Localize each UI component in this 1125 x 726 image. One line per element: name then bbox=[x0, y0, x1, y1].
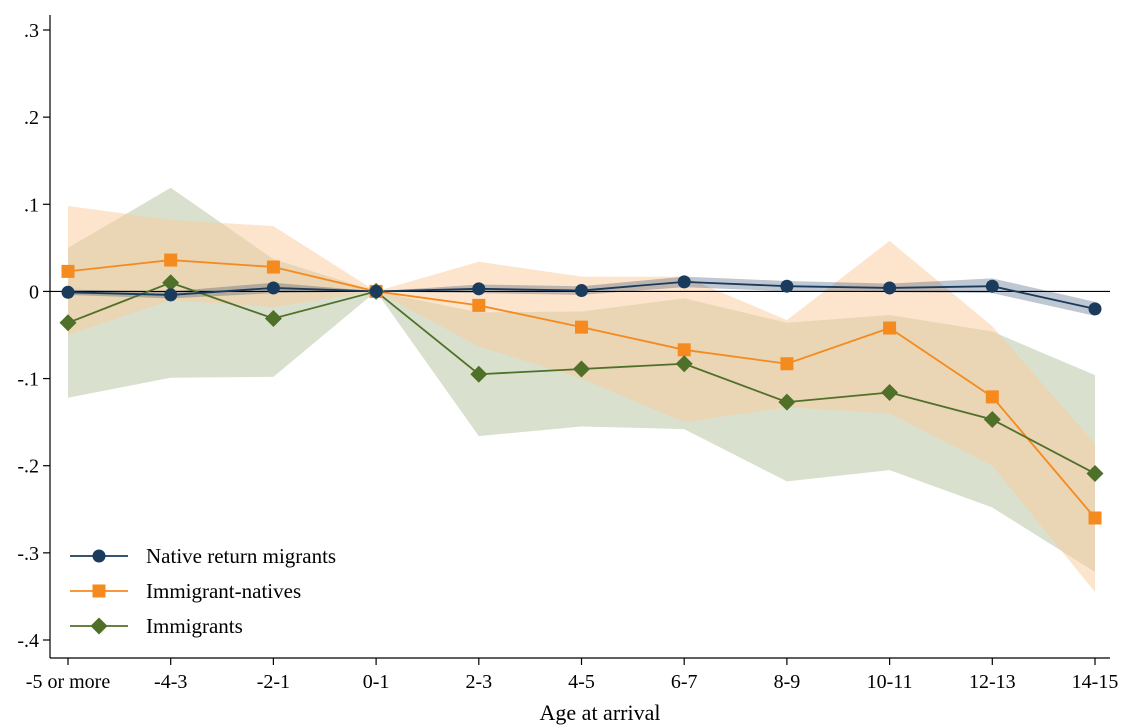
data-point bbox=[883, 281, 897, 295]
data-point bbox=[61, 264, 75, 278]
data-point bbox=[573, 360, 590, 378]
data-point bbox=[575, 284, 588, 298]
x-tick-label: 10-11 bbox=[867, 671, 913, 693]
y-tick-label: -.2 bbox=[17, 456, 39, 478]
data-point bbox=[470, 365, 488, 383]
data-point bbox=[266, 260, 280, 274]
data-point bbox=[162, 274, 180, 292]
data-point bbox=[677, 275, 691, 289]
data-point bbox=[983, 411, 1001, 429]
data-point bbox=[985, 279, 999, 293]
x-axis: -5 or more -4-3 -2-1 0-1 2-3 4-5 6-7 8-9 10-11 12… bbox=[26, 657, 1119, 693]
legend-label: Immigrants bbox=[146, 614, 243, 638]
data-point bbox=[1086, 465, 1104, 483]
x-tick-label: 6-7 bbox=[671, 671, 698, 693]
data-point bbox=[780, 279, 794, 293]
y-axis: -.4 -.3 -.2 -.1 0 .1 .2 .3 bbox=[17, 15, 51, 658]
data-point bbox=[369, 284, 383, 298]
legend-label: Immigrant-natives bbox=[146, 579, 301, 603]
y-tick-label: 0 bbox=[29, 281, 39, 303]
data-point bbox=[883, 321, 897, 335]
data-point bbox=[677, 343, 691, 357]
data-point bbox=[61, 285, 75, 299]
x-tick-label: 8-9 bbox=[774, 671, 801, 693]
data-point bbox=[780, 357, 794, 371]
data-point bbox=[675, 355, 693, 373]
data-point bbox=[164, 253, 178, 267]
data-point bbox=[472, 282, 486, 296]
legend-label: Native return migrants bbox=[146, 544, 336, 568]
x-tick-label: -5 or more bbox=[26, 671, 111, 693]
y-tick-label: -.3 bbox=[17, 543, 39, 565]
x-tick-label: 12-13 bbox=[969, 671, 1016, 693]
data-point bbox=[266, 281, 280, 295]
data-point bbox=[92, 584, 106, 598]
x-tick-label: 2-3 bbox=[465, 671, 492, 693]
data-point bbox=[59, 314, 77, 332]
x-tick-label: -4-3 bbox=[154, 671, 187, 693]
data-point bbox=[1088, 302, 1102, 316]
data-point bbox=[575, 320, 588, 334]
y-tick-label: -.1 bbox=[17, 369, 39, 391]
x-tick-label: 14-15 bbox=[1072, 671, 1119, 693]
data-point bbox=[778, 393, 796, 411]
y-tick-label: .3 bbox=[24, 20, 39, 42]
confidence-bands bbox=[68, 187, 1095, 593]
y-tick-label: .1 bbox=[24, 194, 39, 216]
x-tick-label: 4-5 bbox=[568, 671, 595, 693]
x-axis-title: Age at arrival bbox=[540, 700, 661, 725]
y-tick-label: .2 bbox=[24, 107, 39, 129]
data-point bbox=[1088, 511, 1102, 525]
x-tick-label: 0-1 bbox=[363, 671, 390, 693]
data-point bbox=[164, 288, 178, 302]
x-tick-label: -2-1 bbox=[257, 671, 290, 693]
data-point bbox=[90, 617, 108, 635]
legend: Native return migrants Immigrant-natives I… bbox=[70, 544, 336, 638]
series-markers bbox=[59, 253, 1104, 525]
data-point bbox=[881, 384, 899, 402]
y-tick-label: -.4 bbox=[17, 630, 39, 652]
data-point bbox=[472, 298, 486, 312]
data-point bbox=[985, 390, 999, 404]
data-point bbox=[264, 309, 282, 327]
confidence-band bbox=[68, 206, 1095, 593]
data-point bbox=[92, 549, 106, 563]
